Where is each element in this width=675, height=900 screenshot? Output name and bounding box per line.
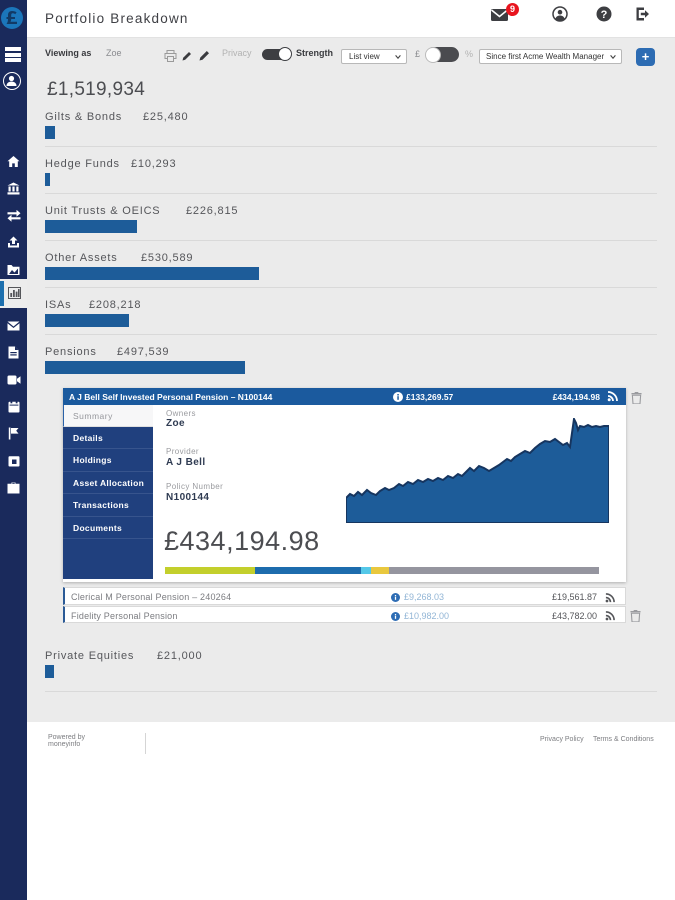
svg-text:?: ?	[601, 9, 608, 21]
